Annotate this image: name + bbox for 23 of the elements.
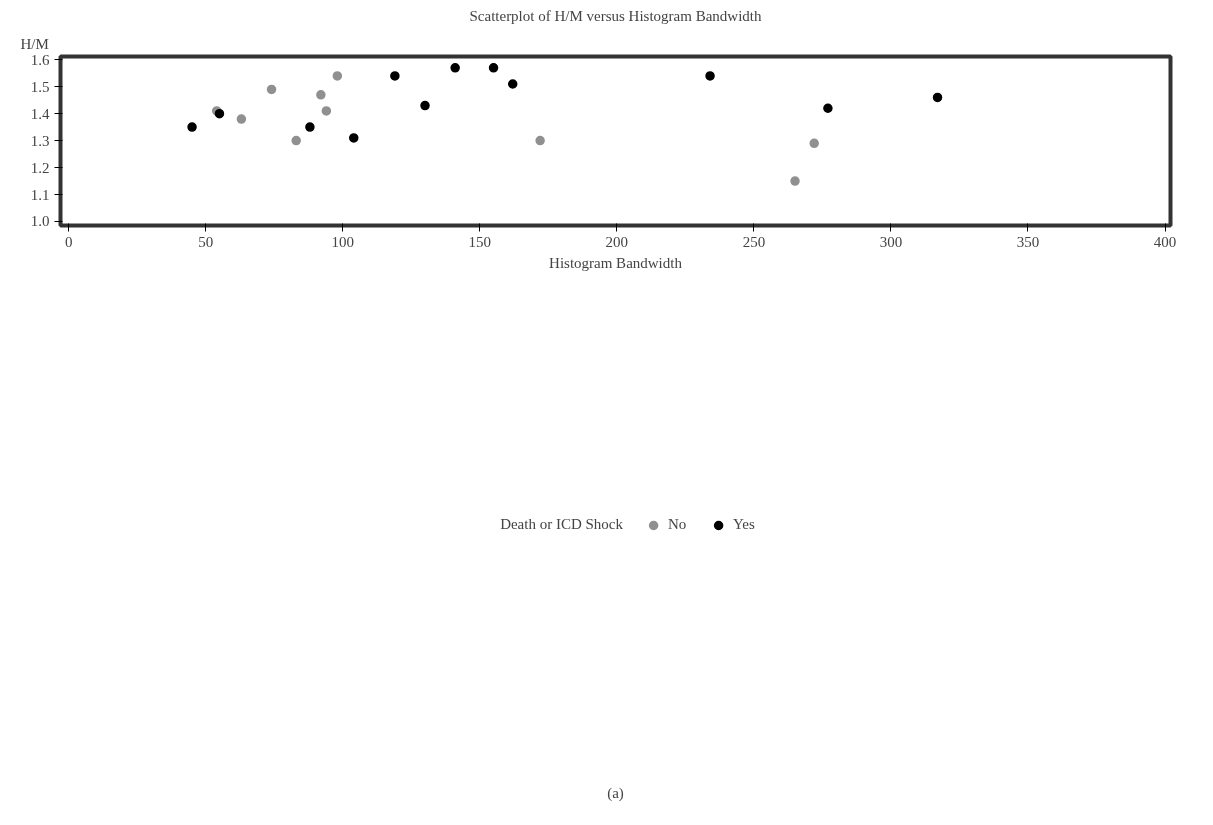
x-tick-label: 50 (198, 233, 214, 250)
x-axis-title: Histogram Bandwidth (549, 254, 683, 271)
y-tick-label: 1.1 (30, 186, 50, 203)
x-tick-label: 0 (64, 233, 73, 250)
x-tick-label: 250 (742, 233, 766, 250)
x-tick-label: 150 (468, 233, 492, 250)
y-tick-label: 1.2 (30, 159, 50, 176)
y-tick-label: 1.3 (30, 132, 50, 149)
chart-title: Scatterplot of H/M versus Histogram Bandwidth (469, 7, 763, 24)
legend-title: Death or ICD Shock (500, 516, 624, 534)
x-tick-label: 100 (331, 233, 355, 250)
y-tick-label: 1.0 (30, 213, 50, 230)
y-axis-title: H/M (20, 35, 49, 52)
legend-label: No (668, 516, 688, 534)
text: (a) (607, 784, 624, 802)
x-tick-label: 200 (605, 233, 629, 250)
x-tick-label: 400 (1153, 233, 1177, 250)
x-tick-label: 350 (1016, 233, 1040, 250)
y-tick-label: 1.4 (30, 105, 50, 122)
x-tick-label: 300 (879, 233, 903, 250)
y-tick-label: 1.6 (30, 51, 50, 68)
legend-label: Yes (733, 516, 755, 534)
y-tick-label: 1.5 (30, 78, 50, 95)
